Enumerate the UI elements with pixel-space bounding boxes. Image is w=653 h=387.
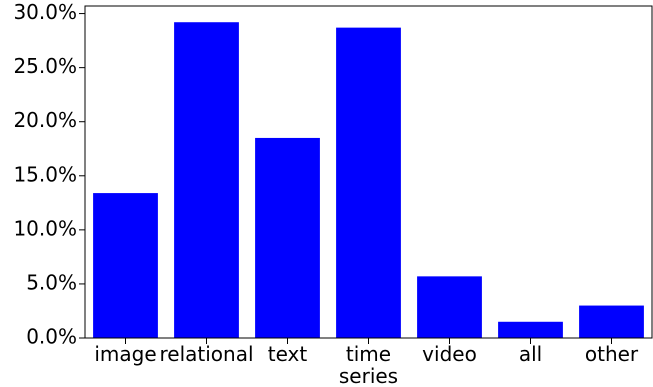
y-tick-label: 15.0% bbox=[13, 162, 77, 186]
y-tick-label: 20.0% bbox=[13, 108, 77, 132]
bar-video bbox=[417, 276, 482, 338]
y-tick-label: 25.0% bbox=[13, 54, 77, 78]
y-tick-label: 10.0% bbox=[13, 216, 77, 240]
x-tick-label-time-series: time series bbox=[339, 342, 398, 387]
x-tick-label-line: other bbox=[585, 342, 639, 366]
y-tick-label: 0.0% bbox=[26, 325, 77, 349]
x-tick-label-line: all bbox=[519, 342, 542, 366]
x-tick-label-line: time bbox=[346, 342, 391, 366]
bar-relational bbox=[174, 22, 239, 339]
x-tick-label-line: relational bbox=[159, 342, 253, 366]
x-axis: image relational text time series video all oth… bbox=[94, 338, 639, 387]
y-tick-label: 30.0% bbox=[13, 0, 77, 24]
bar-image bbox=[93, 193, 158, 338]
x-tick-label-line: series bbox=[339, 364, 398, 387]
bar-time-series bbox=[336, 27, 401, 339]
bar-all bbox=[498, 321, 563, 338]
x-tick-label-text: text bbox=[268, 342, 308, 366]
x-tick-label-video: video bbox=[422, 342, 477, 366]
x-tick-label-line: image bbox=[94, 342, 156, 366]
x-tick-label-line: video bbox=[422, 342, 477, 366]
y-tick-label: 5.0% bbox=[26, 270, 77, 294]
y-axis: 0.0% 5.0% 10.0% 15.0% 20.0% 25.0% 30.0% bbox=[13, 0, 85, 349]
x-tick-label-relational: relational bbox=[159, 342, 253, 366]
bars-group bbox=[93, 22, 644, 339]
x-tick-label-line: text bbox=[268, 342, 308, 366]
bar-text bbox=[255, 137, 320, 338]
x-tick-label-image: image bbox=[94, 342, 156, 366]
bar-other bbox=[579, 305, 644, 338]
plot-frame bbox=[84, 5, 653, 339]
x-tick-label-other: other bbox=[585, 342, 639, 366]
x-tick-label-all: all bbox=[519, 342, 542, 366]
